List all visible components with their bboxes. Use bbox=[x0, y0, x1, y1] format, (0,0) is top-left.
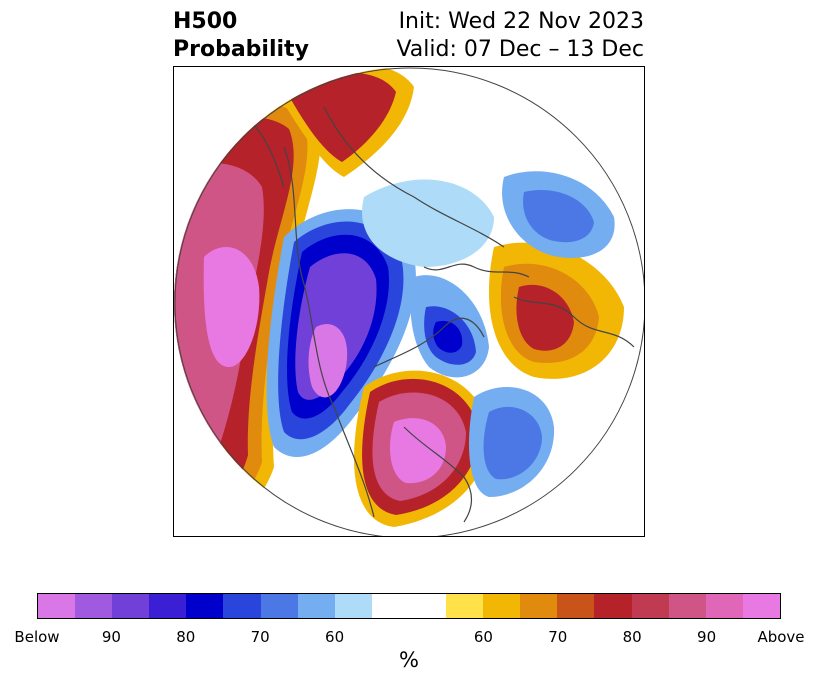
map-panel bbox=[173, 66, 645, 537]
title-left: H500 Probability bbox=[173, 8, 309, 64]
region-siberia-trough bbox=[502, 171, 615, 258]
region-alaska-trough bbox=[266, 209, 416, 457]
colorbar-segment bbox=[371, 594, 447, 618]
colorbar-tick-label: 70 bbox=[250, 628, 270, 646]
colorbar-segment bbox=[149, 594, 187, 618]
colorbar-segment bbox=[334, 594, 372, 618]
colorbar-segment bbox=[260, 594, 298, 618]
colorbar-tick-label: 70 bbox=[548, 628, 568, 646]
region-arctic-ridge-band bbox=[274, 67, 414, 177]
probability-map bbox=[174, 67, 644, 536]
colorbar-segment bbox=[186, 594, 224, 618]
coastlines bbox=[233, 106, 635, 523]
valid-range: Valid: 07 Dec – 13 Dec bbox=[396, 37, 644, 62]
colorbar-segment bbox=[520, 594, 558, 618]
region-scandinavia-ridge bbox=[488, 242, 624, 379]
colorbar-segment bbox=[483, 594, 521, 618]
colorbar-tick-label: 90 bbox=[697, 628, 717, 646]
colorbar-segment bbox=[705, 594, 743, 618]
globe-outline bbox=[174, 67, 644, 536]
colorbar-segment bbox=[594, 594, 632, 618]
colorbar-segment bbox=[112, 594, 150, 618]
title-product: H500 bbox=[173, 9, 238, 34]
colorbar-tick-label: Above bbox=[757, 628, 805, 646]
colorbar-tick-label: 80 bbox=[622, 628, 642, 646]
colorbar-unit-label: % bbox=[399, 648, 419, 672]
colorbar-segment bbox=[297, 594, 335, 618]
colorbar-tick-label: 90 bbox=[101, 628, 121, 646]
region-arctic-trough bbox=[362, 179, 494, 267]
probability-colorbar bbox=[37, 593, 781, 619]
colorbar-segment bbox=[446, 594, 484, 618]
colorbar-tick-label: 60 bbox=[473, 628, 493, 646]
colorbar-tick-label: Below bbox=[14, 628, 60, 646]
colorbar-segment bbox=[557, 594, 595, 618]
colorbar-tick-label: 80 bbox=[176, 628, 196, 646]
region-eastern-us-ridge bbox=[354, 370, 490, 527]
colorbar-tick-label: 60 bbox=[325, 628, 345, 646]
colorbar-segment bbox=[223, 594, 261, 618]
title-right: Init: Wed 22 Nov 2023 Valid: 07 Dec – 13… bbox=[396, 8, 644, 64]
colorbar-segment bbox=[38, 594, 76, 618]
title-field: Probability bbox=[173, 37, 309, 62]
colorbar-segment bbox=[742, 594, 780, 618]
region-baffin-trough bbox=[410, 275, 489, 378]
colorbar-segment bbox=[631, 594, 669, 618]
init-time: Init: Wed 22 Nov 2023 bbox=[398, 9, 644, 34]
colorbar-segment bbox=[668, 594, 706, 618]
region-north-atlantic-trough bbox=[469, 387, 555, 497]
colorbar-segment bbox=[75, 594, 113, 618]
